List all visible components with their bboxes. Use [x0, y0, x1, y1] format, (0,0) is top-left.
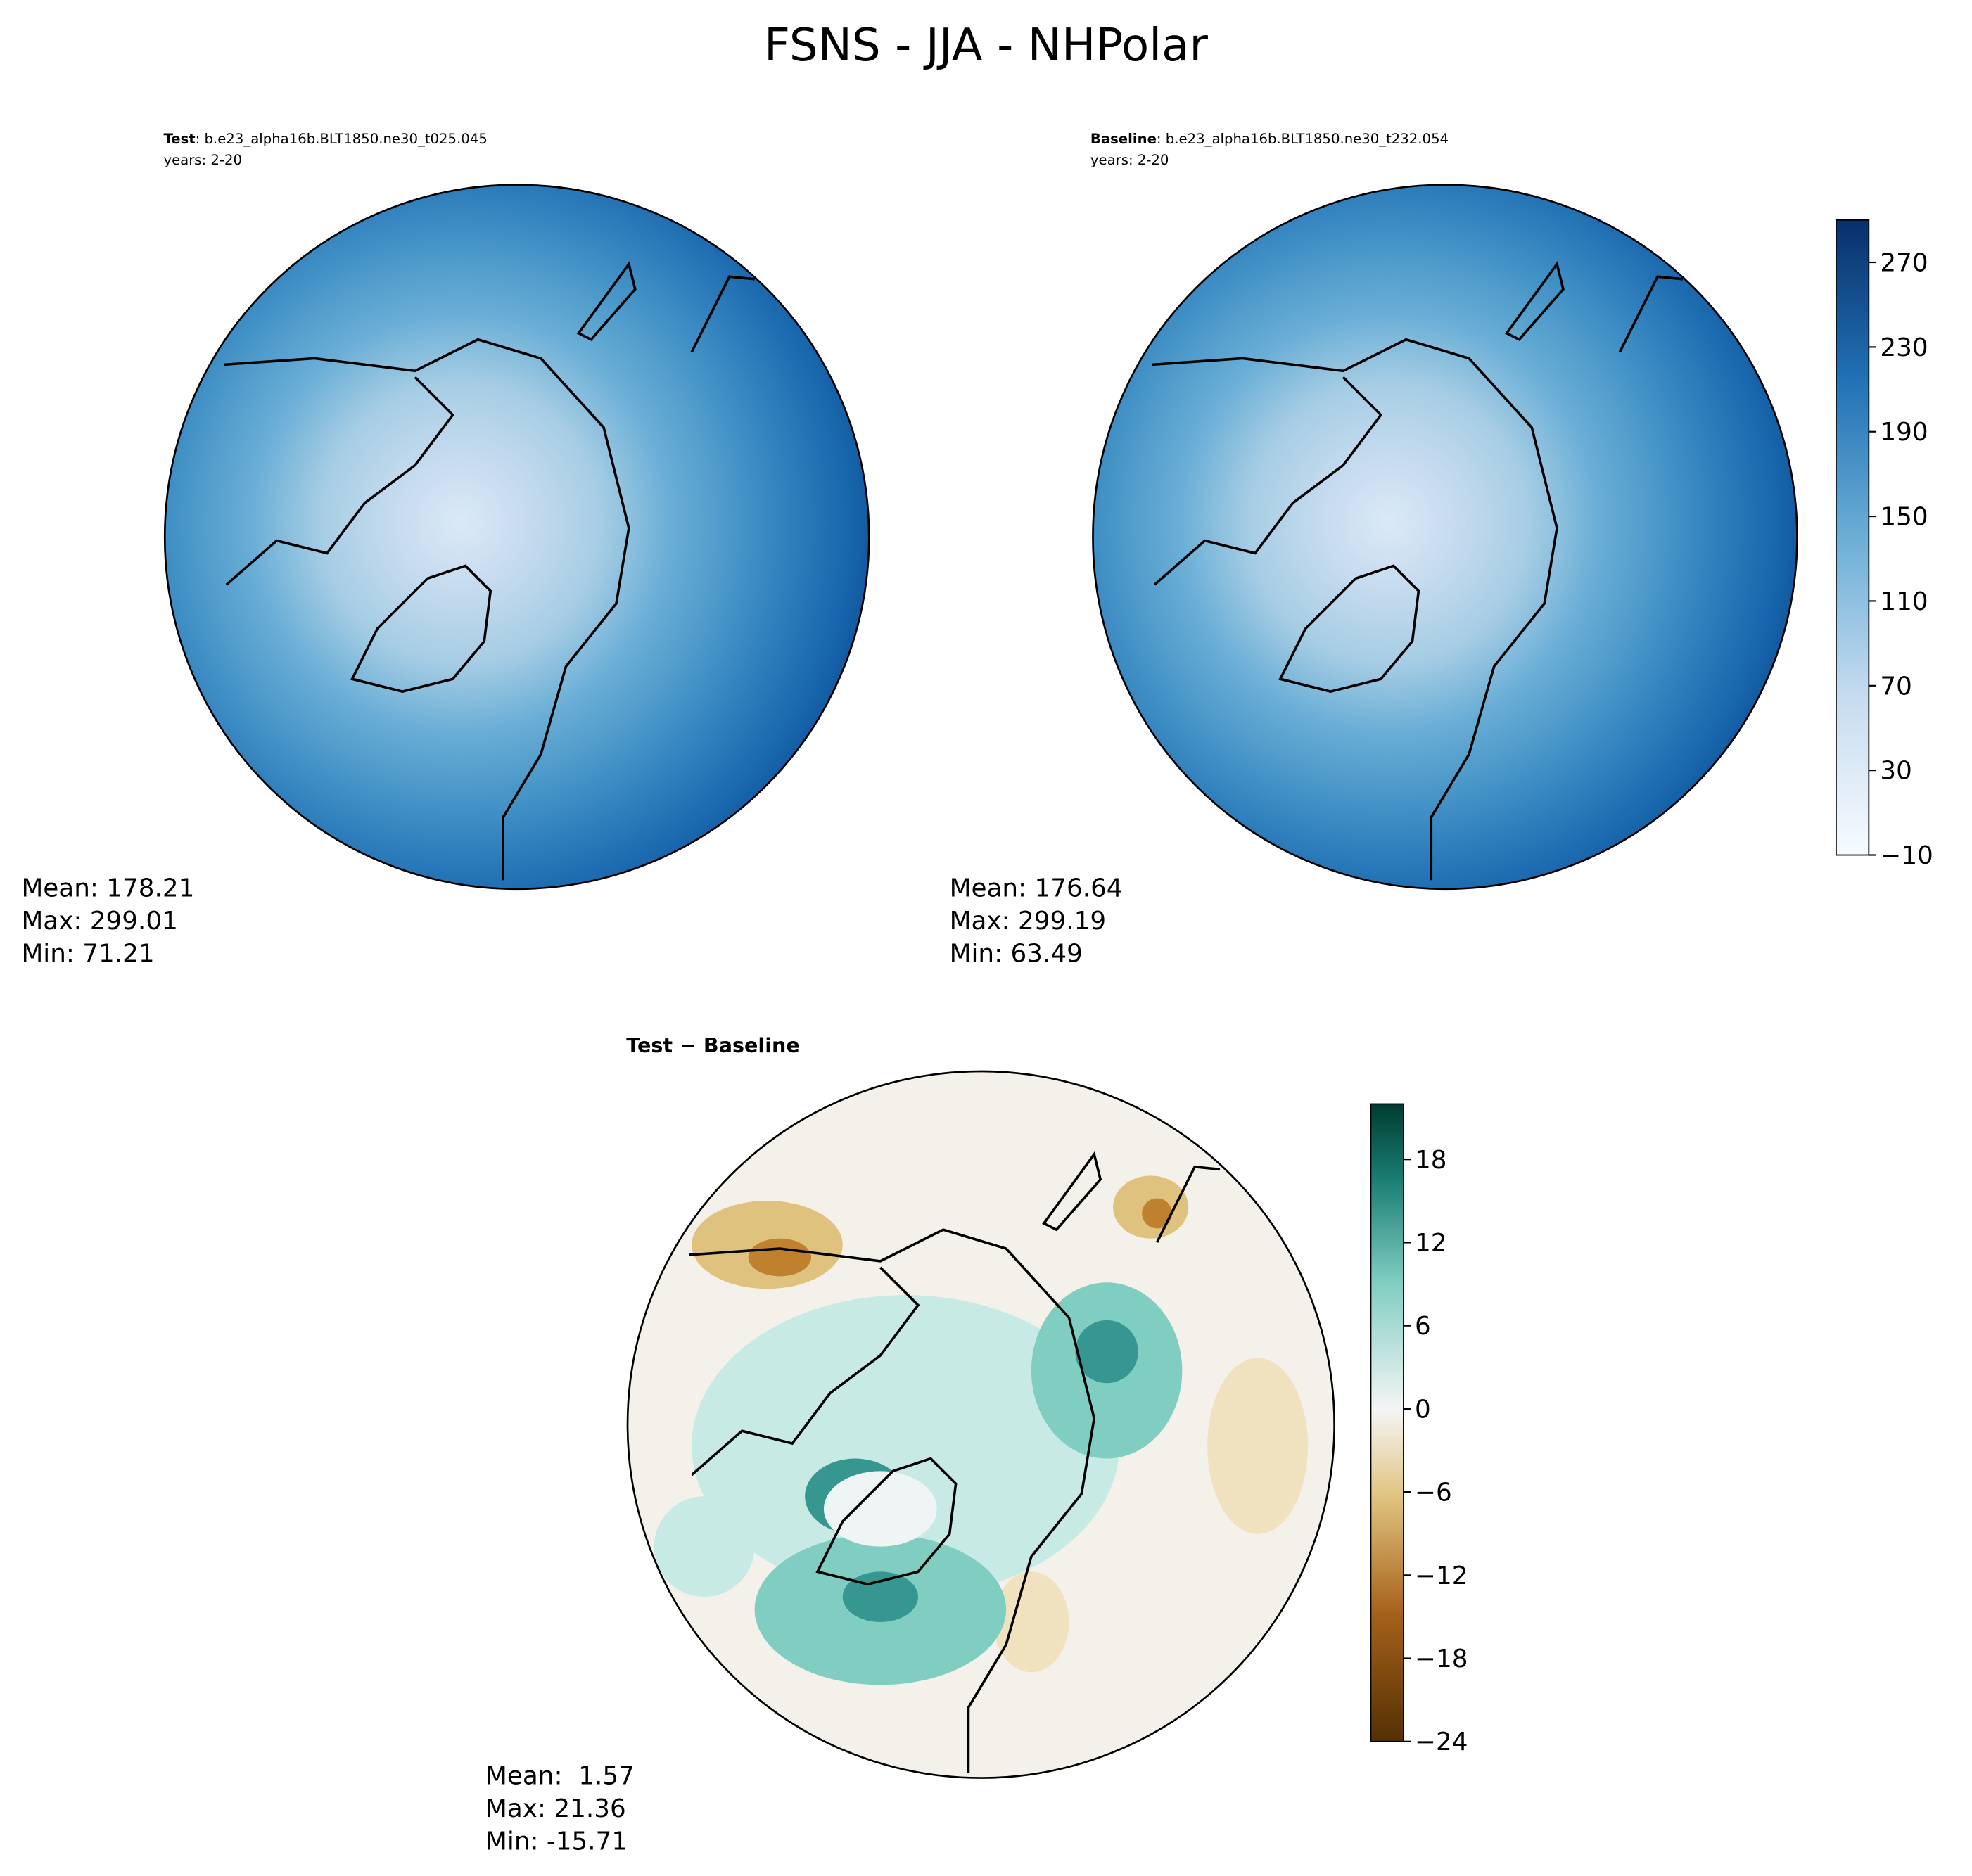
stat-max: Max: 21.36 [485, 1794, 626, 1823]
colorbar-tick-label: 12 [1415, 1229, 1446, 1258]
panel-header: Baseline: b.e23_alpha16b.BLT1850.ne30_t2… [1090, 131, 1449, 147]
colorbar-tick-label: −6 [1415, 1479, 1452, 1507]
stat-min: Min: 63.49 [950, 939, 1083, 968]
stat-mean: Mean: 1.57 [485, 1762, 635, 1791]
panel-years: years: 2-20 [163, 152, 242, 168]
panel-stats: Mean: 176.64 Max: 299.19 Min: 63.49 [950, 874, 1123, 969]
colorbar-tick-label: −12 [1415, 1562, 1468, 1590]
colorbar [1370, 1103, 1404, 1742]
stat-min: Min: -15.71 [485, 1827, 628, 1856]
stat-max: Max: 299.19 [950, 907, 1106, 936]
colorbar-tick-label: 70 [1880, 672, 1912, 701]
colorbar-tick-label: 6 [1415, 1312, 1431, 1341]
panel-header: Test: b.e23_alpha16b.BLT1850.ne30_t025.0… [163, 131, 487, 147]
colorbar-tick-label: −18 [1415, 1645, 1468, 1673]
map [163, 184, 870, 891]
panel-label: Baseline [1090, 131, 1157, 147]
stat-mean: Mean: 178.21 [21, 874, 194, 903]
colorbar-tick-label: 18 [1415, 1146, 1446, 1175]
colorbar-tick-label: 110 [1880, 587, 1928, 616]
panel-stats: Mean: 1.57 Max: 21.36 Min: -15.71 [485, 1762, 635, 1856]
stat-min: Min: 71.21 [21, 939, 154, 968]
colorbar-tick-label: −24 [1415, 1728, 1468, 1756]
map [1092, 184, 1798, 891]
colorbar-tick-label: 150 [1880, 503, 1928, 532]
panel-case: : b.e23_alpha16b.BLT1850.ne30_t025.045 [196, 131, 488, 147]
panel-stats: Mean: 178.21 Max: 299.01 Min: 71.21 [21, 874, 194, 969]
stat-mean: Mean: 176.64 [950, 874, 1123, 903]
panel-label: Test [163, 131, 195, 147]
colorbar [1835, 219, 1870, 856]
stat-max: Max: 299.01 [21, 907, 177, 936]
panel-case: : b.e23_alpha16b.BLT1850.ne30_t232.054 [1157, 131, 1449, 147]
colorbar-tick-label: 230 [1880, 333, 1928, 362]
colorbar-tick-label: 270 [1880, 249, 1928, 278]
colorbar-tick-label: 190 [1880, 418, 1928, 447]
panel-years: years: 2-20 [1090, 152, 1169, 168]
colorbar-tick-label: 0 [1415, 1395, 1431, 1424]
figure-title: FSNS - JJA - NHPolar [764, 19, 1208, 72]
colorbar-tick-label: 30 [1880, 757, 1912, 786]
panel-label: Test − Baseline [626, 1033, 800, 1057]
colorbar-tick-label: −10 [1880, 841, 1933, 870]
map [626, 1070, 1335, 1779]
